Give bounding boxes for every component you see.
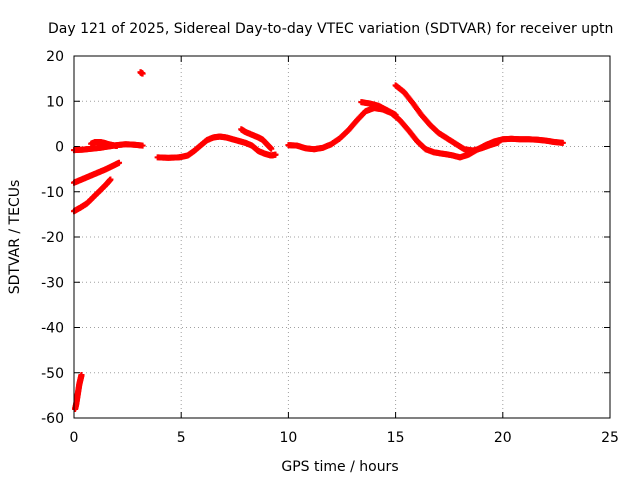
y-tick-label: 10: [46, 94, 64, 110]
x-axis-label: GPS time / hours: [281, 459, 398, 475]
y-tick-label: -10: [41, 185, 64, 201]
data-points: [71, 69, 566, 412]
y-tick-label: -40: [41, 321, 64, 337]
x-tick-label: 5: [177, 430, 186, 446]
y-tick-label: -30: [41, 275, 64, 291]
series-sat-e: [72, 372, 85, 412]
data-point: [392, 111, 399, 118]
series-sat-f: [137, 69, 146, 77]
data-point: [139, 70, 146, 77]
y-tick-label: 20: [46, 49, 64, 65]
x-tick-label: 25: [601, 430, 619, 446]
data-point: [268, 145, 275, 152]
series-sat-c: [71, 159, 123, 186]
series-sat-k: [392, 82, 502, 154]
series-sat-j: [358, 99, 399, 118]
x-tick-label: 15: [387, 430, 405, 446]
y-tick-label: 0: [55, 140, 64, 156]
y-axis-label: SDTVAR / TECUs: [7, 180, 23, 295]
x-tick-label: 20: [494, 430, 512, 446]
data-point: [113, 143, 120, 150]
series-sat-b: [88, 138, 120, 150]
x-tick-label: 0: [70, 430, 79, 446]
grid: [74, 56, 610, 418]
series-sat-d: [71, 176, 114, 215]
chart-title: Day 121 of 2025, Sidereal Day-to-day VTE…: [48, 21, 613, 37]
series-sat-g: [154, 133, 279, 161]
tick-labels: 0 5 10 15 20 25 -60 -50 -40 -30 -20 -10 0 10 20: [41, 49, 619, 446]
data-point: [139, 142, 146, 149]
data-point: [559, 139, 566, 146]
data-point: [78, 372, 85, 379]
series-sat-h: [238, 126, 275, 152]
data-point: [116, 159, 123, 166]
x-tick-label: 10: [279, 430, 297, 446]
data-point: [495, 139, 502, 146]
y-tick-label: -50: [41, 366, 64, 382]
y-tick-label: -20: [41, 230, 64, 246]
plot-frame: [73, 55, 611, 419]
data-point: [272, 151, 279, 158]
y-tick-label: -60: [41, 411, 64, 427]
data-point: [107, 176, 114, 183]
series-sat-i: [285, 105, 566, 161]
